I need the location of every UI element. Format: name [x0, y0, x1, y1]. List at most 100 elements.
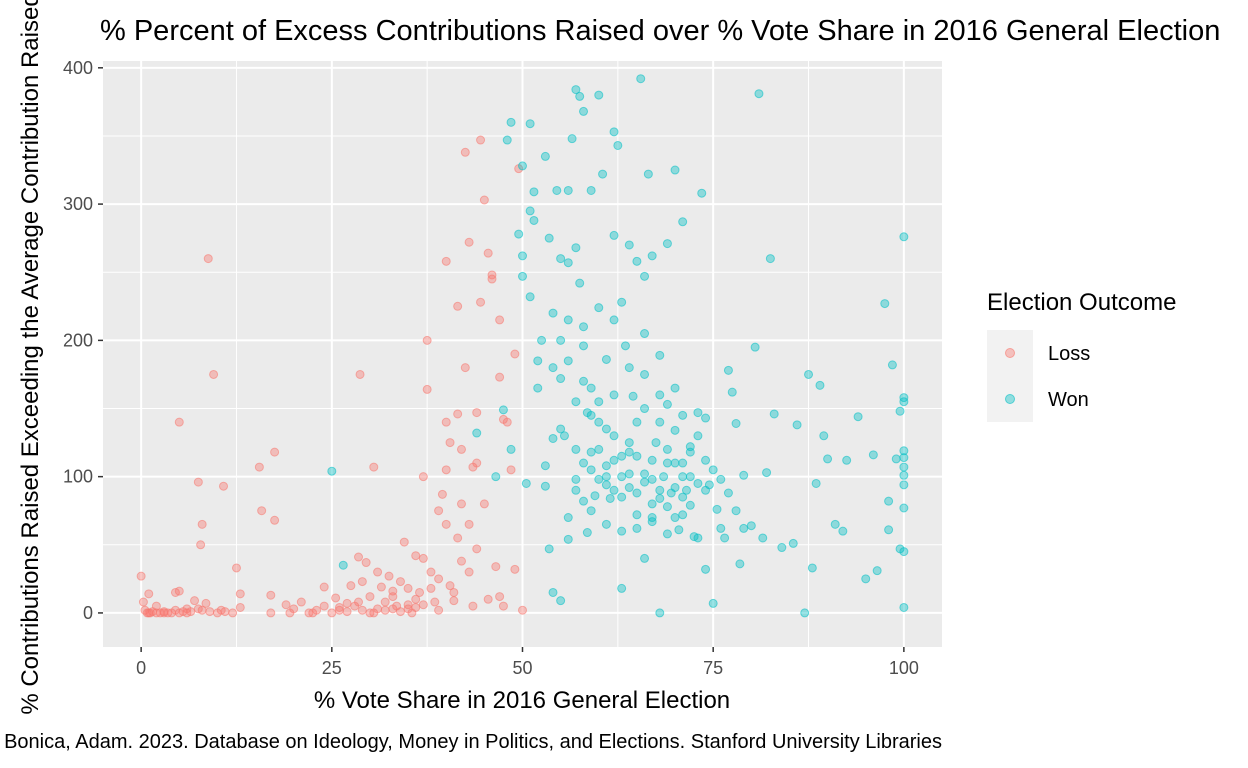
data-point-won	[693, 408, 703, 418]
data-point-loss	[144, 589, 154, 599]
data-point-loss	[197, 605, 207, 615]
data-point-won	[701, 485, 711, 495]
data-point-loss	[441, 256, 451, 266]
legend-title: Election Outcome	[987, 289, 1176, 316]
data-point-won	[609, 485, 619, 495]
data-point-won	[731, 506, 741, 516]
data-point-won	[804, 369, 814, 379]
data-point-won	[590, 491, 600, 501]
data-point-loss	[219, 481, 229, 491]
data-point-won	[678, 410, 688, 420]
data-point-won	[586, 447, 596, 457]
data-point-won	[685, 442, 695, 452]
data-point-won	[579, 496, 589, 506]
data-point-won	[670, 513, 680, 523]
data-point-loss	[411, 602, 421, 612]
data-point-loss	[411, 594, 421, 604]
data-point-won	[754, 89, 764, 99]
data-point-loss	[197, 519, 207, 529]
data-point-loss	[453, 409, 463, 419]
data-point-loss	[270, 447, 280, 457]
data-point-won	[579, 458, 589, 468]
data-point-loss	[365, 592, 375, 602]
data-point-loss	[361, 558, 371, 568]
data-point-loss	[464, 567, 474, 577]
data-point-won	[529, 187, 539, 197]
data-point-won	[701, 455, 711, 465]
data-point-loss	[196, 540, 206, 550]
data-point-won	[643, 169, 653, 179]
data-point-loss	[395, 607, 405, 617]
data-point-won	[861, 574, 871, 584]
data-point-won	[582, 528, 592, 538]
data-point-won	[594, 90, 604, 100]
data-point-loss	[411, 551, 421, 561]
y-tick-label: 200	[63, 330, 93, 350]
data-point-won	[777, 543, 787, 553]
data-point-won	[720, 533, 730, 543]
data-point-loss	[289, 604, 299, 614]
data-point-won	[579, 106, 589, 116]
y-tick-label: 400	[63, 58, 93, 78]
data-point-won	[830, 519, 840, 529]
data-point-won	[533, 383, 543, 393]
data-point-loss	[357, 577, 367, 587]
data-point-won	[556, 374, 566, 384]
data-point-won	[537, 335, 547, 345]
data-point-won	[601, 480, 611, 490]
data-point-won	[559, 431, 569, 441]
data-point-won	[563, 315, 573, 325]
data-point-won	[640, 271, 650, 281]
data-point-won	[685, 472, 695, 482]
data-point-won	[529, 215, 539, 225]
chart-caption: Bonica, Adam. 2023. Database on Ideology…	[4, 731, 942, 753]
data-point-loss	[151, 601, 161, 611]
y-tick-label: 100	[63, 467, 93, 487]
data-point-loss	[266, 608, 276, 618]
data-point-won	[327, 466, 337, 476]
data-point-loss	[319, 601, 329, 611]
data-point-loss	[445, 438, 455, 448]
data-point-won	[632, 417, 642, 427]
data-point-loss	[395, 577, 405, 587]
data-point-loss	[331, 593, 341, 603]
data-point-won	[575, 91, 585, 101]
data-point-loss	[472, 458, 482, 468]
data-point-won	[842, 455, 852, 465]
data-point-won	[338, 560, 348, 570]
data-point-loss	[487, 270, 497, 280]
data-point-loss	[449, 587, 459, 597]
data-point-won	[678, 472, 688, 482]
data-point-won	[601, 461, 611, 471]
data-point-won	[899, 397, 909, 407]
data-point-won	[632, 510, 642, 520]
data-point-loss	[373, 604, 383, 614]
data-point-loss	[384, 571, 394, 581]
data-point-loss	[449, 596, 459, 606]
data-point-loss	[441, 465, 451, 475]
data-point-loss	[510, 564, 520, 574]
data-point-won	[701, 413, 711, 423]
data-point-won	[662, 529, 672, 539]
data-point-loss	[456, 444, 466, 454]
data-point-loss	[472, 544, 482, 554]
data-point-loss	[281, 600, 291, 610]
data-point-won	[601, 424, 611, 434]
data-point-won	[609, 431, 619, 441]
data-point-won	[723, 488, 733, 498]
data-point-won	[681, 485, 691, 495]
x-tick-label: 0	[136, 658, 146, 678]
data-point-won	[880, 299, 890, 309]
data-point-won	[571, 243, 581, 253]
data-point-won	[617, 451, 627, 461]
data-point-won	[647, 499, 657, 509]
data-point-won	[609, 230, 619, 240]
data-point-loss	[491, 562, 501, 572]
data-point-won	[739, 470, 749, 480]
data-point-loss	[380, 597, 390, 607]
data-point-won	[701, 564, 711, 574]
data-point-won	[598, 169, 608, 179]
data-point-loss	[182, 608, 192, 618]
data-point-loss	[342, 598, 352, 608]
